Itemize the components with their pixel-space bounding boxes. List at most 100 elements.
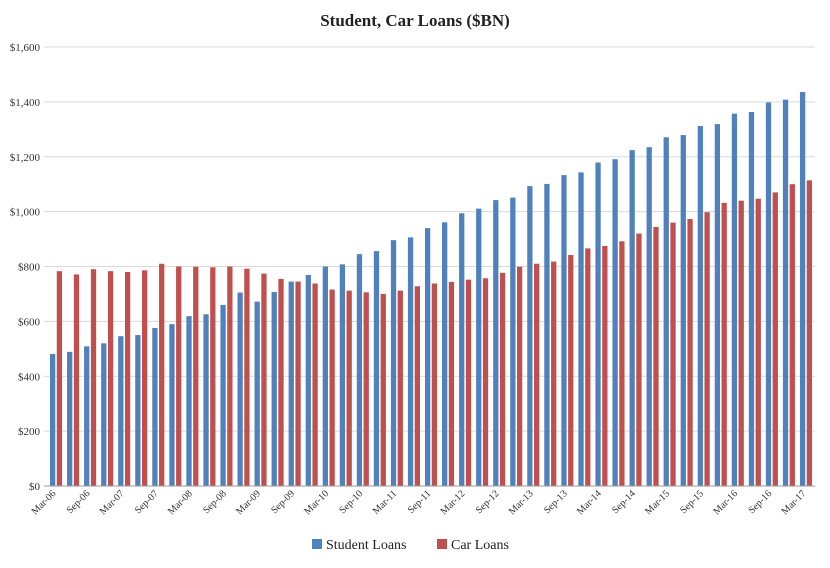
bar-car-loans-dec-10: [380, 293, 386, 486]
bar-student-loans-mar-12: [459, 213, 465, 486]
bar-student-loans-jun-15: [680, 135, 686, 486]
bar-student-loans-jun-09: [271, 292, 277, 486]
bar-car-loans-mar-11: [397, 290, 403, 486]
y-tick-label: $400: [18, 371, 41, 383]
bar-student-loans-mar-07: [118, 336, 124, 486]
y-tick-label: $800: [18, 262, 41, 274]
bar-car-loans-dec-07: [176, 266, 182, 486]
bar-student-loans-jun-07: [135, 335, 141, 486]
legend-label-car-loans: Car Loans: [451, 538, 509, 553]
bar-car-loans-mar-17: [806, 180, 813, 486]
bar-car-loans-jun-10: [346, 290, 352, 486]
bar-car-loans-mar-14: [602, 245, 608, 486]
bar-car-loans-sep-16: [772, 192, 778, 487]
legend-label-student-loans: Student Loans: [326, 538, 407, 553]
bar-car-loans-jun-13: [551, 261, 557, 486]
x-tick-label: Sep-14: [610, 488, 638, 516]
bar-student-loans-mar-15: [663, 137, 669, 486]
bar-student-loans-jun-11: [407, 237, 414, 486]
y-tick-label: $1,600: [10, 42, 41, 54]
bar-car-loans-jun-16: [755, 198, 761, 487]
y-tick-label: $600: [18, 316, 41, 328]
bar-student-loans-sep-06: [84, 346, 90, 486]
bar-student-loans-sep-07: [152, 327, 158, 486]
bar-student-loans-sep-10: [356, 254, 363, 486]
bar-car-loans-sep-08: [227, 266, 233, 486]
y-tick-label: $1,000: [10, 207, 41, 219]
x-tick-label: Sep-12: [474, 488, 502, 516]
bar-student-loans-mar-17: [799, 92, 806, 486]
bar-student-loans-dec-15: [714, 124, 721, 486]
bar-car-loans-sep-10: [363, 292, 369, 486]
bar-student-loans-sep-12: [493, 200, 499, 486]
bar-car-loans-jun-14: [619, 241, 625, 486]
bar-student-loans-jun-10: [339, 264, 346, 486]
x-tick-label: Sep-11: [406, 488, 434, 516]
bar-student-loans-jun-14: [612, 159, 618, 486]
bar-car-loans-mar-12: [465, 279, 472, 486]
bar-student-loans-mar-16: [731, 113, 738, 487]
x-tick-label: Mar-08: [166, 488, 195, 517]
bar-student-loans-mar-14: [595, 162, 601, 486]
bar-car-loans-sep-11: [431, 283, 438, 486]
x-tick-label: Mar-11: [371, 488, 400, 517]
bar-student-loans-mar-08: [186, 316, 192, 486]
y-axis-tick-labels: $0 $200 $400 $600 $800 $1,000 $1,200 $1,400 $1,6…: [10, 42, 41, 493]
bar-car-loans-mar-10: [329, 289, 335, 486]
bar-student-loans-sep-08: [220, 304, 226, 486]
y-tick-label: $1,200: [10, 152, 41, 164]
x-tick-label: Mar-14: [575, 488, 604, 517]
bar-car-loans-dec-11: [448, 281, 455, 486]
bar-car-loans-jun-08: [210, 267, 216, 486]
x-axis-tick-labels: Mar-06 Sep-06 Mar-07 Sep-07 Mar-08 Sep-08 Mar-…: [30, 488, 809, 517]
bar-student-loans-jun-06: [67, 351, 73, 486]
bar-student-loans-dec-14: [646, 147, 652, 486]
bar-car-loans-sep-06: [90, 269, 97, 486]
bar-car-loans-mar-08: [193, 266, 199, 486]
bar-student-loans-dec-09: [305, 275, 311, 486]
bar-car-loans-dec-08: [244, 268, 250, 486]
bar-student-loans-jun-13: [544, 183, 550, 486]
x-tick-label: Sep-07: [133, 488, 161, 516]
x-tick-label: Mar-13: [507, 488, 536, 517]
bar-car-loans-sep-14: [636, 233, 642, 486]
x-tick-label: Mar-17: [780, 488, 809, 517]
bar-student-loans-mar-11: [390, 240, 397, 486]
bar-car-loans-dec-16: [789, 184, 795, 486]
bar-car-loans-dec-06: [107, 271, 114, 486]
bar-student-loans-jun-12: [476, 208, 482, 487]
bar-student-loans-jun-08: [203, 314, 209, 486]
bar-student-loans-dec-07: [169, 324, 175, 486]
bar-car-loans-dec-14: [653, 226, 659, 487]
bar-student-loans-dec-10: [373, 251, 380, 486]
bar-student-loans-mar-13: [527, 186, 533, 487]
bar-car-loans-mar-07: [124, 271, 131, 486]
bar-student-loans-sep-09: [288, 281, 294, 486]
x-tick-label: Mar-09: [234, 488, 263, 517]
x-tick-label: Mar-10: [302, 488, 331, 517]
chart-title: Student, Car Loans ($BN): [320, 11, 510, 30]
bar-student-loans-sep-11: [424, 228, 431, 486]
bar-car-loans-mar-13: [534, 263, 540, 486]
bar-student-loans-sep-14: [629, 150, 635, 487]
bar-student-loans-sep-15: [697, 126, 703, 487]
bar-student-loans-mar-06: [50, 354, 56, 486]
bar-student-loans-dec-16: [782, 99, 789, 487]
bar-car-loans-sep-12: [499, 272, 506, 486]
bar-student-loans-dec-06: [101, 343, 107, 486]
bar-car-loans-mar-09: [261, 273, 267, 486]
bar-student-loans-dec-12: [510, 197, 516, 486]
bar-car-loans-jun-06: [73, 274, 80, 486]
x-tick-label: Mar-12: [439, 488, 468, 517]
x-tick-label: Mar-07: [98, 488, 127, 517]
bar-student-loans-dec-11: [442, 222, 448, 486]
bar-car-loans-mar-06: [56, 271, 63, 486]
bar-car-loans-mar-15: [670, 222, 676, 486]
x-tick-label: Mar-16: [711, 488, 740, 517]
y-tick-label: $1,400: [10, 97, 41, 109]
bar-car-loans-sep-09: [295, 281, 301, 486]
bar-student-loans-sep-16: [765, 102, 772, 487]
bar-car-loans-jun-15: [687, 219, 693, 486]
